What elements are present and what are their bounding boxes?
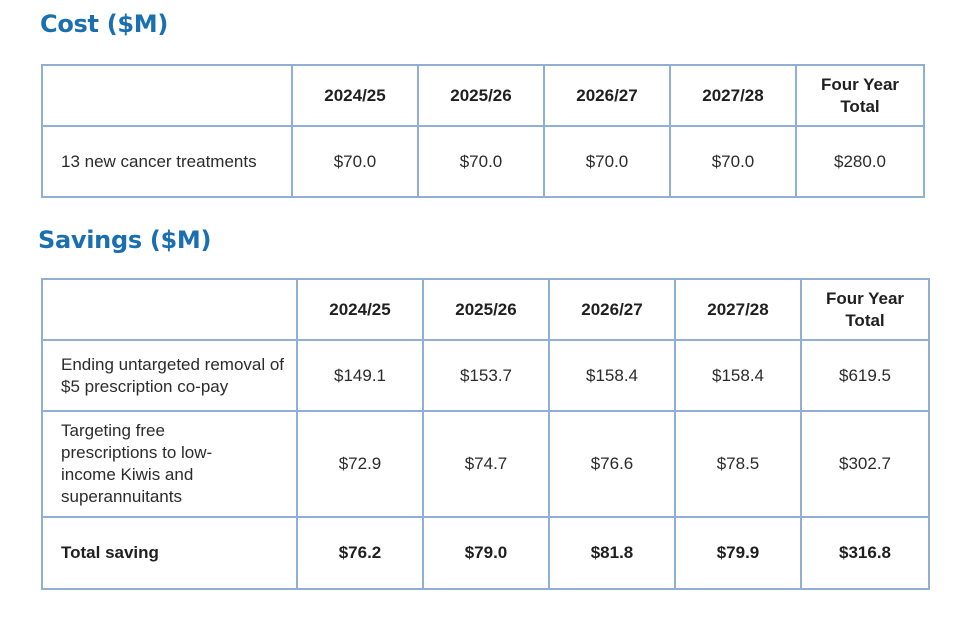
table-cell: $158.4 xyxy=(548,339,676,412)
table-cell: $70.0 xyxy=(291,125,419,198)
row-label: Ending untargeted removal of $5 prescrip… xyxy=(41,339,298,412)
savings-header-row: 2024/25 2025/26 2026/27 2027/28 Four Yea… xyxy=(41,278,930,341)
table-cell: $158.4 xyxy=(674,339,802,412)
table-row: Targeting free prescriptions to low-inco… xyxy=(41,410,930,518)
table-cell: $76.6 xyxy=(548,410,676,518)
table-cell: $149.1 xyxy=(296,339,424,412)
table-cell: $280.0 xyxy=(795,125,925,198)
table-cell: $302.7 xyxy=(800,410,930,518)
column-header-2024-25: 2024/25 xyxy=(296,278,424,341)
column-header-2027-28: 2027/28 xyxy=(674,278,802,341)
column-header-2025-26: 2025/26 xyxy=(417,64,545,127)
table-cell: $72.9 xyxy=(296,410,424,518)
table-cell: $79.9 xyxy=(674,516,802,590)
table-cell: $153.7 xyxy=(422,339,550,412)
column-header-2024-25: 2024/25 xyxy=(291,64,419,127)
column-header-four-year-total: Four Year Total xyxy=(800,278,930,341)
row-label: Targeting free prescriptions to low-inco… xyxy=(41,410,298,518)
savings-heading: Savings ($M) xyxy=(38,226,212,254)
column-header-2027-28: 2027/28 xyxy=(669,64,797,127)
column-header-2026-27: 2026/27 xyxy=(543,64,671,127)
column-header-four-year-total: Four Year Total xyxy=(795,64,925,127)
table-cell: $619.5 xyxy=(800,339,930,412)
table-cell: $74.7 xyxy=(422,410,550,518)
table-cell: $78.5 xyxy=(674,410,802,518)
column-header-blank xyxy=(41,278,298,341)
total-row: Total saving $76.2 $79.0 $81.8 $79.9 $31… xyxy=(41,516,930,590)
table-cell: $316.8 xyxy=(800,516,930,590)
table-row: Ending untargeted removal of $5 prescrip… xyxy=(41,339,930,412)
cost-header-row: 2024/25 2025/26 2026/27 2027/28 Four Yea… xyxy=(41,64,925,127)
table-cell: $76.2 xyxy=(296,516,424,590)
row-label: Total saving xyxy=(41,516,298,590)
table-cell: $70.0 xyxy=(543,125,671,198)
savings-table: 2024/25 2025/26 2026/27 2027/28 Four Yea… xyxy=(41,278,930,590)
cost-heading: Cost ($M) xyxy=(40,10,169,38)
table-cell: $81.8 xyxy=(548,516,676,590)
table-cell: $79.0 xyxy=(422,516,550,590)
table-row: 13 new cancer treatments $70.0 $70.0 $70… xyxy=(41,125,925,198)
row-label: 13 new cancer treatments xyxy=(41,125,293,198)
column-header-2026-27: 2026/27 xyxy=(548,278,676,341)
table-cell: $70.0 xyxy=(669,125,797,198)
table-cell: $70.0 xyxy=(417,125,545,198)
cost-table: 2024/25 2025/26 2026/27 2027/28 Four Yea… xyxy=(41,64,925,198)
column-header-2025-26: 2025/26 xyxy=(422,278,550,341)
column-header-blank xyxy=(41,64,293,127)
